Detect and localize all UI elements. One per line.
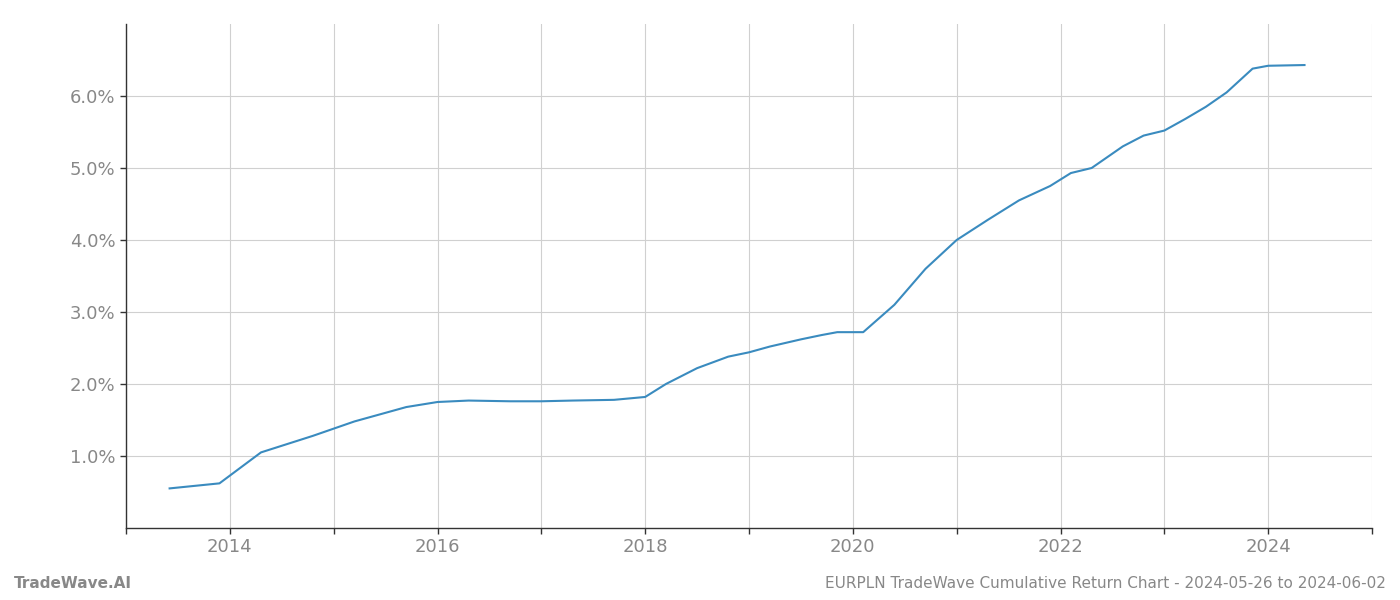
Text: TradeWave.AI: TradeWave.AI bbox=[14, 576, 132, 591]
Text: EURPLN TradeWave Cumulative Return Chart - 2024-05-26 to 2024-06-02: EURPLN TradeWave Cumulative Return Chart… bbox=[825, 576, 1386, 591]
